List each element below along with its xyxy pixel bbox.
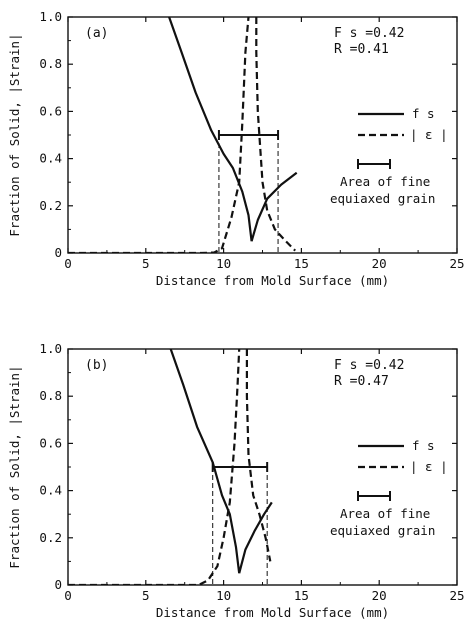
legend-area-label-line2: equiaxed grain <box>330 191 435 206</box>
param-r: R =0.41 <box>334 42 389 57</box>
y-tick-label: 0.8 <box>39 388 62 403</box>
x-tick-label: 5 <box>142 256 150 271</box>
legend-strain-label: | ε | <box>410 127 448 142</box>
param-fs: F s =0.42 <box>334 358 404 373</box>
legend-fs-label: f s <box>412 438 435 453</box>
y-tick-label: 0 <box>54 577 62 592</box>
fraction-solid-curve-segment-0 <box>168 17 253 242</box>
fraction-solid-curve-segment-0 <box>169 349 241 574</box>
y-tick-label: 0.8 <box>39 56 62 71</box>
y-tick-label: 1.0 <box>39 9 62 24</box>
x-tick-label: 15 <box>294 256 309 271</box>
param-r: R =0.47 <box>334 374 389 389</box>
y-tick-label: 0.2 <box>39 198 62 213</box>
y-tick-label: 0.4 <box>39 151 62 166</box>
y-tick-label: 1.0 <box>39 341 62 356</box>
legend-area-label-line2: equiaxed grain <box>330 523 435 538</box>
y-tick-label: 0.2 <box>39 530 62 545</box>
fraction-solid-curve-segment-1 <box>250 171 298 242</box>
x-tick-label: 10 <box>216 588 231 603</box>
strain-curve-segment-1 <box>245 349 272 562</box>
y-tick-label: 0.6 <box>39 103 62 118</box>
legend-strain-label: | ε | <box>410 459 448 474</box>
y-axis-title: Fraction of Solid, |Strain| <box>7 365 22 568</box>
x-tick-label: 10 <box>216 256 231 271</box>
x-tick-label: 5 <box>142 588 150 603</box>
x-tick-label: 25 <box>449 588 464 603</box>
y-tick-label: 0.4 <box>39 483 62 498</box>
legend-area-label-line1: Area of fine <box>340 506 430 521</box>
panel-label: (b) <box>85 358 108 373</box>
legend-fs-label: f s <box>412 106 435 121</box>
panel-label: (a) <box>85 26 108 41</box>
x-axis-title: Distance from Mold Surface (mm) <box>156 605 389 620</box>
legend-area-label-line1: Area of fine <box>340 174 430 189</box>
x-tick-label: 25 <box>449 256 464 271</box>
x-tick-label: 20 <box>372 588 387 603</box>
x-tick-label: 20 <box>372 256 387 271</box>
y-tick-label: 0 <box>54 245 62 260</box>
strain-curve-segment-0 <box>68 17 250 253</box>
fraction-solid-curve-segment-1 <box>238 501 273 574</box>
x-tick-label: 0 <box>64 256 72 271</box>
chart-panel-b: 0 5 10 15 20 25 0 0.2 0.4 0.6 0.8 1.0 Distance from … <box>7 341 465 620</box>
y-tick-label: 0.6 <box>39 435 62 450</box>
chart-panel-a: 0 5 10 15 20 25 0 0.2 0.4 0.6 0.8 1.0 Distance from … <box>7 9 465 288</box>
param-fs: F s =0.42 <box>334 26 404 41</box>
x-axis-title: Distance from Mold Surface (mm) <box>156 273 389 288</box>
strain-curve-segment-0 <box>68 349 241 585</box>
strain-curve-segment-1 <box>255 17 296 252</box>
y-axis-title: Fraction of Solid, |Strain| <box>7 33 22 236</box>
x-tick-label: 15 <box>294 588 309 603</box>
x-tick-label: 0 <box>64 588 72 603</box>
